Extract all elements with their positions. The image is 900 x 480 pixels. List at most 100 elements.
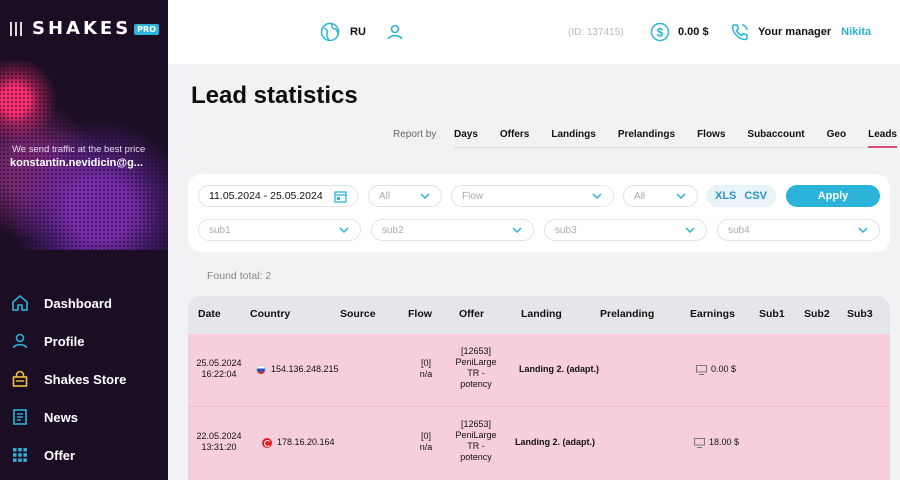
apply-button[interactable]: Apply xyxy=(786,185,880,207)
row-offer[interactable]: [12653] PeniLarge TR - potency xyxy=(446,346,506,390)
sub3-select[interactable]: sub3 xyxy=(544,219,707,241)
row-flow-id: [0] xyxy=(420,431,431,441)
sub3-select-value: sub3 xyxy=(555,224,577,236)
row-earnings-value: 0.00 $ xyxy=(711,364,737,374)
row-country: 154.136.248.215 xyxy=(256,364,339,375)
menu-icon[interactable] xyxy=(10,21,22,36)
column-header-sub3[interactable]: Sub3 xyxy=(847,308,873,320)
filter-select-3[interactable]: All xyxy=(623,185,698,207)
row-ip: 178.16.20.164 xyxy=(277,437,335,447)
account-button[interactable] xyxy=(386,0,404,64)
news-icon xyxy=(10,407,30,427)
tab-offers[interactable]: Offers xyxy=(499,129,530,140)
column-header-flow[interactable]: Flow xyxy=(408,308,432,320)
sidebar-item-profile[interactable]: Profile xyxy=(0,322,168,360)
table-row[interactable]: 22.05.2024 13:31:20 178.16.20.164 [0] n/… xyxy=(188,406,890,477)
column-header-offer[interactable]: Offer xyxy=(459,308,485,320)
sidebar-item-dashboard[interactable]: Dashboard xyxy=(0,284,168,322)
row-offer-line: PeniLarge xyxy=(455,357,497,367)
sub4-select[interactable]: sub4 xyxy=(717,219,880,241)
chevron-down-icon xyxy=(338,224,350,236)
bag-icon xyxy=(10,369,30,389)
logo-text: SHAKES xyxy=(32,18,132,39)
row-flow: [0] n/a xyxy=(414,431,438,453)
row-offer-line: potency xyxy=(460,452,492,462)
sidebar-item-label: Offer xyxy=(44,447,76,463)
chevron-down-icon xyxy=(591,190,603,202)
row-offer[interactable]: [12653] PeniLarge TR - potency xyxy=(446,419,506,463)
row-landing: Landing 2. (adapt.) xyxy=(519,364,599,374)
svg-text:$: $ xyxy=(657,26,664,40)
column-header-prelanding[interactable]: Prelanding xyxy=(600,308,655,320)
calendar-icon xyxy=(334,190,347,203)
user-icon xyxy=(387,24,403,40)
sidebar-item-label: Shakes Store xyxy=(44,371,127,387)
sub4-select-value: sub4 xyxy=(728,224,750,236)
sub1-select-value: sub1 xyxy=(209,224,231,236)
language-switcher[interactable]: RU xyxy=(320,0,366,64)
monitor-icon xyxy=(694,437,705,448)
tab-subaccount[interactable]: Subaccount xyxy=(747,129,805,140)
tab-prelandings[interactable]: Prelandings xyxy=(617,129,676,140)
report-tabs: Days Offers Landings Prelandings Flows S… xyxy=(454,122,897,148)
dollar-icon: $ xyxy=(650,22,670,42)
phone-icon xyxy=(731,24,748,41)
promo-tagline: We send traffic at the best price xyxy=(12,144,146,155)
csv-export-button[interactable]: CSV xyxy=(744,190,768,202)
column-header-sub1[interactable]: Sub1 xyxy=(759,308,785,320)
sub2-select[interactable]: sub2 xyxy=(371,219,534,241)
xls-export-button[interactable]: XLS xyxy=(714,190,737,202)
promo-artwork xyxy=(0,60,168,250)
sidebar-item-offer[interactable]: Offer xyxy=(0,436,168,474)
language-label: RU xyxy=(350,26,366,38)
column-header-sub2[interactable]: Sub2 xyxy=(804,308,830,320)
report-by-label: Report by xyxy=(393,129,437,140)
date-range-picker[interactable]: 11.05.2024 - 25.05.2024 xyxy=(198,185,358,207)
user-id: (ID: 137415) xyxy=(568,26,624,38)
sidebar-item-label: Dashboard xyxy=(44,295,112,311)
tab-landings[interactable]: Landings xyxy=(551,129,596,140)
filter-select-1-value: All xyxy=(379,190,391,202)
table-row[interactable]: 25.05.2024 16:22:04 154.136.248.215 [0] … xyxy=(188,334,890,405)
column-header-earnings[interactable]: Earnings xyxy=(690,308,735,320)
balance-value: 0.00 $ xyxy=(678,26,709,38)
row-date-day: 25.05.2024 xyxy=(196,358,242,368)
flag-turkey-icon xyxy=(262,437,272,448)
sidebar-item-shakes-store[interactable]: Shakes Store xyxy=(0,360,168,398)
found-total: Found total: 2 xyxy=(207,270,272,282)
top-bar: RU (ID: 137415) $ 0.00 $ Your manager Ni… xyxy=(168,0,900,64)
row-flow: [0] n/a xyxy=(414,358,438,380)
tab-days[interactable]: Days xyxy=(454,129,478,140)
sidebar-item-news[interactable]: News xyxy=(0,398,168,436)
logo[interactable]: SHAKES PRO xyxy=(32,18,159,39)
row-offer-line: PeniLarge xyxy=(455,430,497,440)
manager-name[interactable]: Nikita xyxy=(841,26,872,38)
column-header-source[interactable]: Source xyxy=(340,308,376,320)
chevron-down-icon xyxy=(857,224,869,236)
chevron-down-icon xyxy=(684,224,696,236)
row-landing: Landing 2. (adapt.) xyxy=(515,437,595,447)
chevron-down-icon xyxy=(419,190,431,202)
row-ip: 154.136.248.215 xyxy=(271,364,339,374)
page-title: Lead statistics xyxy=(191,82,358,109)
sub1-select[interactable]: sub1 xyxy=(198,219,361,241)
tab-flows[interactable]: Flows xyxy=(697,129,726,140)
chevron-down-icon xyxy=(511,224,523,236)
user-icon xyxy=(10,331,30,351)
leads-table: Date Country Source Flow Offer Landing P… xyxy=(188,296,890,480)
row-date: 22.05.2024 13:31:20 xyxy=(194,431,244,453)
row-earnings-value: 18.00 $ xyxy=(709,437,740,447)
column-header-landing[interactable]: Landing xyxy=(521,308,562,320)
manager-contact[interactable]: Your manager Nikita xyxy=(730,0,871,64)
tab-geo[interactable]: Geo xyxy=(826,129,847,140)
column-header-country[interactable]: Country xyxy=(250,308,291,320)
tab-leads[interactable]: Leads xyxy=(868,122,897,148)
flow-select[interactable]: Flow xyxy=(451,185,614,207)
filter-select-1[interactable]: All xyxy=(368,185,442,207)
globe-icon xyxy=(320,22,340,42)
row-date-day: 22.05.2024 xyxy=(196,431,242,441)
row-flow-name: n/a xyxy=(419,369,433,379)
column-header-date[interactable]: Date xyxy=(198,308,221,320)
sub2-select-value: sub2 xyxy=(382,224,404,236)
row-flow-name: n/a xyxy=(419,442,433,452)
